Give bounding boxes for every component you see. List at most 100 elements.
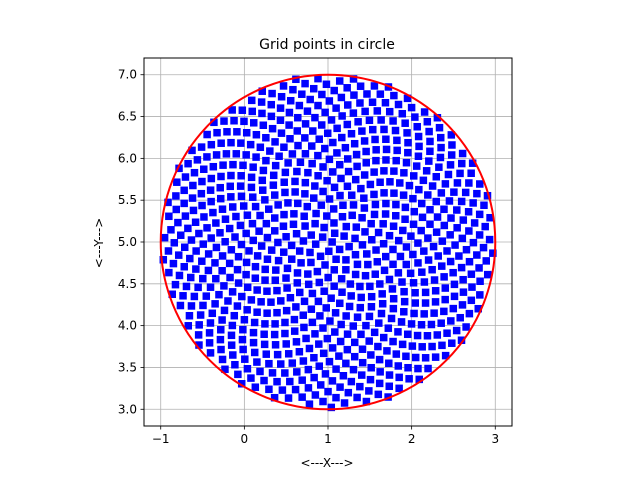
data-point (424, 234, 432, 242)
data-point (483, 270, 492, 279)
data-point (395, 373, 403, 382)
data-point (392, 156, 400, 165)
data-point (189, 181, 197, 190)
data-point (401, 203, 410, 212)
data-point (284, 394, 293, 402)
data-point (408, 342, 417, 350)
data-point (227, 331, 236, 340)
data-point (240, 117, 248, 126)
data-point (243, 283, 252, 292)
data-point (320, 223, 328, 232)
data-point (197, 143, 206, 151)
data-point (273, 350, 282, 359)
data-point (399, 226, 407, 235)
data-point (410, 309, 418, 318)
data-point (458, 301, 467, 309)
data-point (233, 128, 241, 136)
data-point (218, 355, 227, 364)
data-point (357, 293, 365, 302)
data-point (377, 116, 385, 124)
data-point (380, 189, 388, 197)
data-point (268, 369, 277, 377)
data-point (260, 376, 268, 385)
data-point (486, 213, 494, 222)
data-point (310, 84, 318, 93)
data-point (298, 90, 306, 98)
data-point (396, 179, 404, 187)
data-point (337, 93, 346, 102)
data-point (343, 155, 352, 163)
data-point (316, 312, 324, 320)
data-point (385, 275, 394, 284)
data-point (420, 108, 429, 116)
data-point (325, 155, 334, 164)
data-point (296, 288, 304, 297)
data-point (349, 75, 358, 83)
data-point (435, 123, 444, 132)
data-point (297, 259, 305, 267)
data-point (311, 330, 319, 338)
data-point (457, 197, 466, 206)
data-point (409, 250, 417, 259)
data-point (293, 368, 301, 376)
data-point (345, 302, 354, 311)
data-point (310, 194, 318, 202)
data-point (317, 201, 326, 209)
data-point (343, 84, 351, 92)
data-point (449, 268, 457, 277)
data-point (358, 358, 367, 367)
data-point (242, 229, 250, 238)
data-point (212, 151, 221, 159)
data-point (174, 218, 182, 227)
data-point (267, 112, 276, 121)
data-point (267, 246, 276, 254)
data-point (467, 270, 476, 278)
data-point (368, 98, 377, 106)
data-point (231, 360, 239, 369)
data-point (282, 233, 290, 241)
data-point (223, 128, 231, 136)
data-point (216, 335, 225, 344)
data-point (286, 293, 295, 302)
y-axis-label: <---Y---> (92, 218, 106, 269)
data-point (374, 390, 383, 399)
data-point (281, 188, 289, 197)
data-point (421, 354, 430, 362)
data-point (321, 144, 329, 153)
data-point (367, 219, 375, 228)
data-point (249, 328, 258, 337)
data-point (421, 288, 430, 297)
data-point (403, 129, 411, 137)
data-point (172, 205, 181, 214)
data-point (243, 306, 251, 314)
data-point (301, 190, 309, 198)
data-point (300, 297, 309, 306)
data-point (394, 269, 403, 277)
data-point (441, 284, 450, 292)
data-point (237, 240, 246, 249)
data-point (469, 238, 478, 247)
data-point (282, 274, 290, 282)
data-point (331, 309, 340, 317)
data-point (233, 265, 242, 274)
data-point (242, 258, 251, 267)
data-point (467, 296, 476, 305)
data-point (301, 150, 310, 158)
data-point (479, 243, 488, 252)
data-point (195, 229, 203, 238)
data-point (217, 326, 225, 334)
data-point (278, 386, 287, 394)
data-point (407, 232, 415, 240)
data-point (319, 187, 327, 196)
data-point (336, 337, 345, 346)
data-point (414, 132, 423, 141)
data-point (380, 266, 389, 275)
data-point (174, 251, 183, 259)
data-point (250, 119, 258, 127)
data-point (295, 347, 304, 356)
data-point (325, 247, 333, 256)
data-point (243, 365, 252, 373)
data-point (262, 219, 271, 228)
data-point (489, 249, 497, 257)
data-point (226, 273, 234, 282)
